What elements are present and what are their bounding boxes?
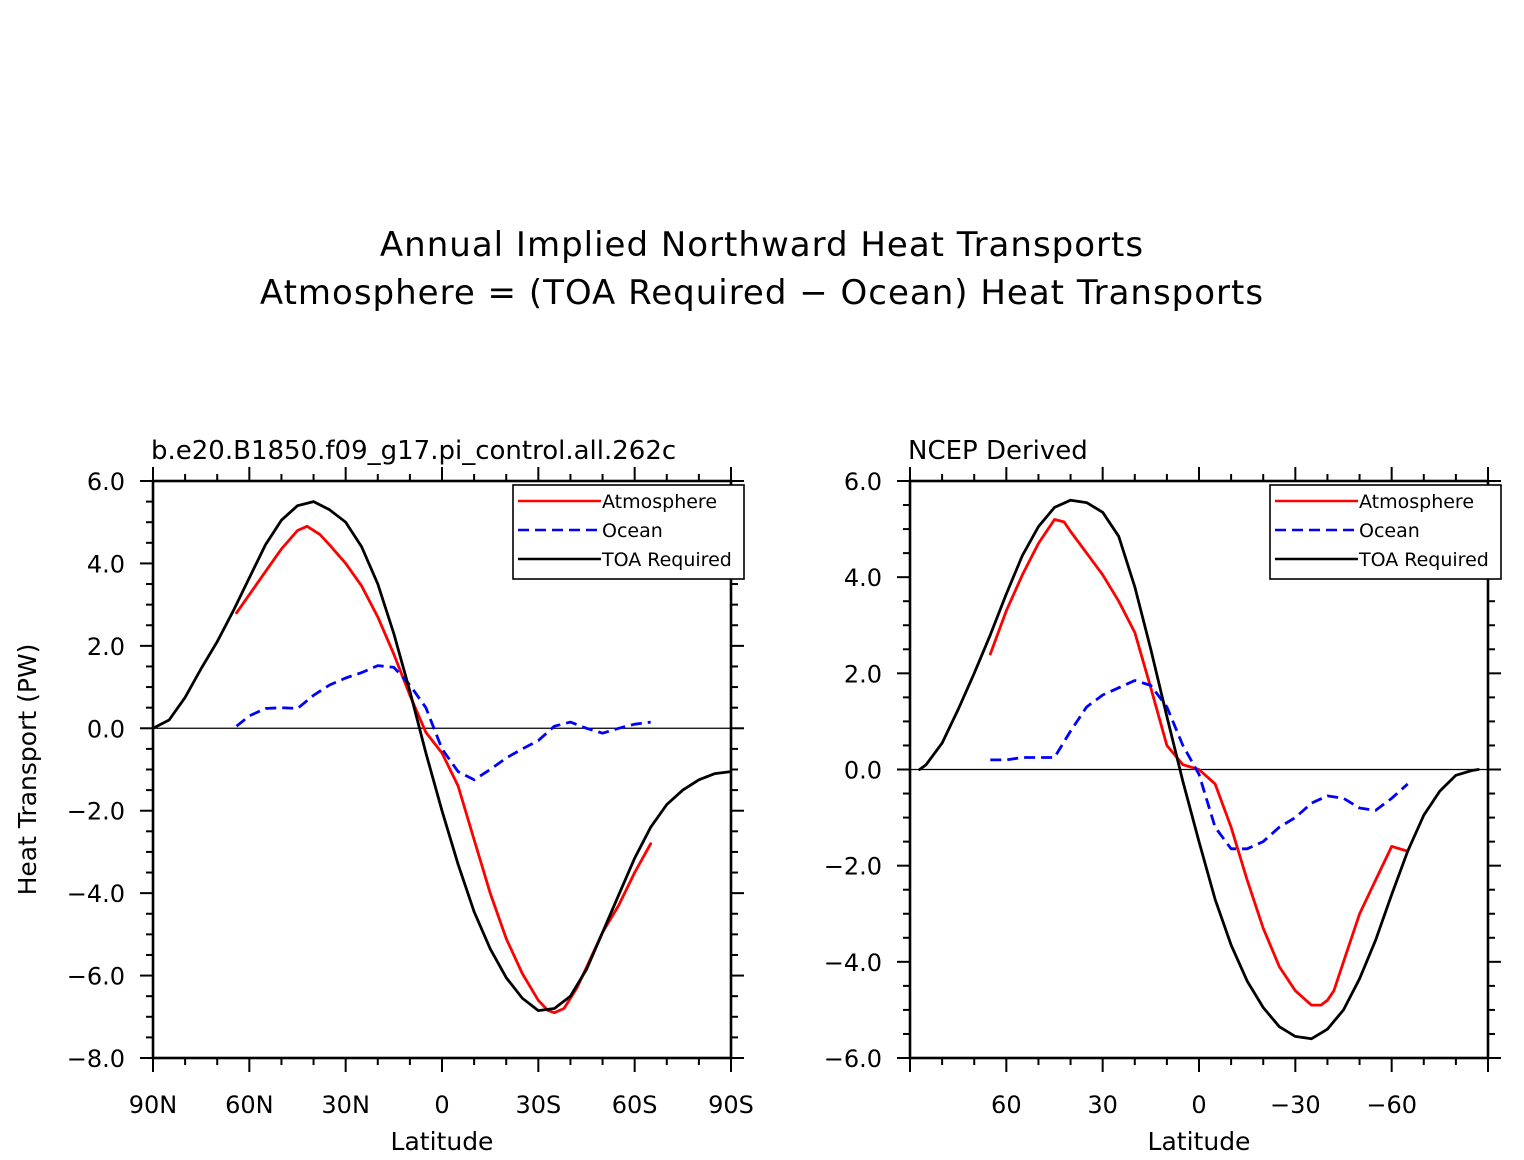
y-tick-label: 6.0 — [87, 468, 125, 496]
series-line-atmosphere — [988, 518, 1410, 1007]
x-tick-label: 0 — [1191, 1091, 1206, 1119]
y-tick-label: −2.0 — [67, 798, 125, 826]
x-tick-label: 30 — [1087, 1091, 1118, 1119]
series-line-ocean — [990, 679, 1409, 851]
y-tick-label: −4.0 — [824, 949, 882, 977]
y-tick-label: −6.0 — [824, 1045, 882, 1073]
x-tick-label: −60 — [1366, 1091, 1417, 1119]
y-axis-label: Heat Transport (PW) — [13, 644, 42, 896]
y-tick-label: 2.0 — [844, 660, 882, 688]
y-tick-label: 0.0 — [87, 715, 125, 743]
x-tick-label: 90N — [129, 1091, 178, 1119]
x-tick-label: 30S — [515, 1091, 561, 1119]
figure-title-line1: Annual Implied Northward Heat Transports — [380, 225, 1144, 265]
y-tick-label: −8.0 — [67, 1045, 125, 1073]
x-tick-label: 60 — [991, 1091, 1022, 1119]
y-tick-label: 4.0 — [87, 550, 125, 578]
x-tick-label: 30N — [321, 1091, 370, 1119]
x-tick-label: 60N — [225, 1091, 274, 1119]
y-tick-label: 0.0 — [844, 757, 882, 785]
x-tick-label: 0 — [434, 1091, 449, 1119]
legend-label: TOA Required — [1358, 549, 1489, 571]
x-tick-label: 60S — [612, 1091, 658, 1119]
x-axis-label: Latitude — [1148, 1127, 1251, 1156]
y-tick-label: 4.0 — [844, 564, 882, 592]
series-line-toa-required — [153, 500, 731, 1012]
panel-title: b.e20.B1850.f09_g17.pi_control.all.262c — [151, 436, 676, 466]
legend-label: Atmosphere — [602, 491, 717, 513]
x-axis-label: Latitude — [391, 1127, 494, 1156]
legend: Atmosphere Ocean TOA Required — [512, 484, 745, 580]
legend-label: Atmosphere — [1359, 491, 1474, 513]
series-line-ocean — [235, 664, 651, 782]
panel-title: NCEP Derived — [908, 436, 1088, 466]
y-tick-label: −2.0 — [824, 853, 882, 881]
y-tick-label: −6.0 — [67, 963, 125, 991]
x-tick-label: −30 — [1270, 1091, 1321, 1119]
legend-label: Ocean — [1359, 520, 1420, 542]
y-tick-label: 6.0 — [844, 468, 882, 496]
panel-model: b.e20.B1850.f09_g17.pi_control.all.262c 6… — [13, 436, 754, 1156]
legend: Atmosphere Ocean TOA Required — [1269, 484, 1502, 580]
panel-ncep: NCEP Derived 6.0 4.0 2.0 0.0 −2.0 −4.0 −6.0 60 30… — [824, 436, 1502, 1156]
legend-label: Ocean — [602, 520, 663, 542]
x-tick-label: 90S — [708, 1091, 754, 1119]
series-line-toa-required — [918, 498, 1480, 1041]
y-tick-label: 2.0 — [87, 633, 125, 661]
legend-label: TOA Required — [601, 549, 732, 571]
y-tick-label: −4.0 — [67, 880, 125, 908]
figure-title-line2: Atmosphere = (TOA Required − Ocean) Heat… — [260, 273, 1264, 313]
